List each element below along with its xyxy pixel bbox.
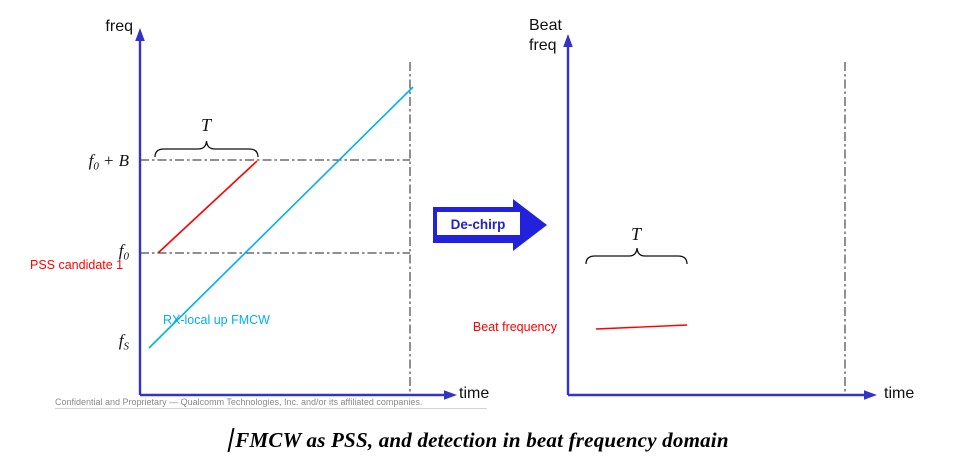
fmcw-diagram: T freq time f0 + B f0 fS PSS candidate 1 …: [30, 17, 914, 409]
left-y-axis-label: freq: [105, 18, 133, 35]
right-period-brace: [585, 247, 688, 265]
right-y-axis-arrowhead: [563, 34, 573, 47]
right-x-axis-label: time: [884, 385, 914, 402]
left-chart: T freq time f0 + B f0 fS PSS candidate 1 …: [30, 18, 489, 409]
left-period-label: T: [201, 115, 213, 135]
right-y-axis-label-line2: freq: [529, 37, 557, 54]
rx-local-label: RX-local up FMCW: [163, 313, 270, 327]
right-x-axis-arrowhead: [864, 390, 877, 400]
dechirp-label: De-chirp: [451, 217, 506, 232]
tick-f0-plus-b: f0 + B: [89, 151, 130, 173]
left-x-axis-label: time: [459, 385, 489, 402]
right-period-label: T: [631, 224, 643, 244]
caption-row: FMCW as PSS, and detection in beat frequ…: [0, 428, 959, 453]
left-x-axis-arrowhead: [444, 390, 457, 400]
tick-fs: fS: [119, 331, 130, 353]
left-y-axis-arrowhead: [135, 28, 145, 41]
rx-local-fmcw-line: [148, 86, 414, 349]
text-cursor: [227, 428, 235, 452]
right-y-axis-label-line1: Beat: [529, 17, 562, 34]
beat-frequency-line: [595, 324, 688, 330]
left-period-brace: [154, 140, 259, 158]
confidential-footer: Confidential and Proprietary — Qualcomm …: [55, 397, 422, 407]
dechirp-label-box: [437, 212, 520, 235]
right-chart: T Beat freq time Beat frequency: [473, 17, 914, 402]
caption: FMCW as PSS, and detection in beat frequ…: [235, 428, 729, 452]
tick-f0: f0: [119, 241, 130, 263]
dechirp-arrow-group: De-chirp: [433, 199, 547, 251]
pss-candidate-label: PSS candidate 1: [30, 258, 123, 272]
beat-frequency-label: Beat frequency: [473, 320, 558, 334]
pss-chirp-line: [157, 160, 258, 254]
